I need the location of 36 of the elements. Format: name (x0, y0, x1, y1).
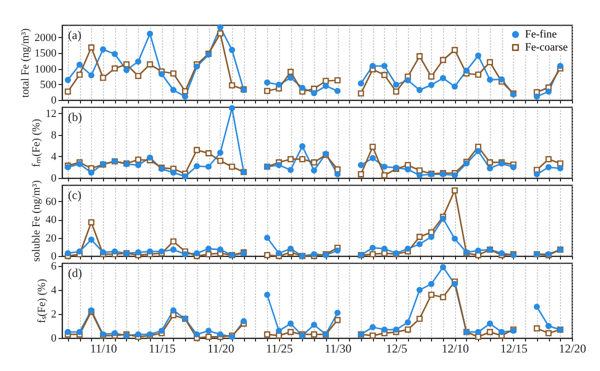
y-tick-label: 40 (46, 214, 57, 226)
x-tick-label: 11/15 (148, 342, 176, 356)
y-tick-label: 4 (51, 284, 57, 296)
y-tick-label: 2000 (34, 32, 57, 44)
x-tick-label: 11/20 (207, 342, 234, 356)
y-axis-title: fₛ(Fe) (%) (36, 278, 48, 324)
x-tick-label: 12/5 (386, 342, 408, 356)
annotation: (b) (68, 110, 82, 124)
y-tick-label: 20 (46, 232, 57, 244)
x-tick-label: 12/15 (500, 342, 528, 356)
x-tick-label: 12/20 (558, 342, 586, 356)
y-tick-label: 1000 (34, 63, 57, 76)
x-tick-label: 11/10 (90, 342, 117, 356)
x-tick-label: 11/25 (266, 342, 293, 356)
y-tick-label: 2 (51, 308, 56, 320)
y-tick-label: 0 (51, 250, 57, 262)
annotation: (c) (68, 188, 82, 202)
y-tick-label: 6 (51, 260, 57, 272)
y-tick-label: 0 (51, 172, 57, 184)
annotation: (a) (68, 28, 82, 42)
y-axis-title: soluble Fe (ng/m³) (30, 180, 42, 262)
y-tick-label: 60 (46, 196, 57, 208)
y-tick-label: 4 (51, 150, 57, 163)
x-tick-label: 11/30 (324, 342, 352, 356)
y-tick-label: 0 (51, 94, 57, 106)
y-axis-title: fₘ(Fe) (%) (30, 118, 42, 168)
y-tick-label: 500 (40, 78, 57, 91)
y-tick-label: 8 (51, 129, 57, 142)
legend-label: Fe-fine (525, 28, 557, 40)
y-tick-label: 0 (51, 332, 57, 344)
x-tick-label: 12/10 (442, 342, 469, 356)
y-axis-title: total Fe (ng/m³) (20, 28, 32, 98)
annotation: (d) (68, 266, 82, 280)
y-tick-label: 1500 (34, 48, 57, 60)
y-tick-label: 12 (46, 108, 56, 120)
legend-label: Fe-coarse (525, 42, 568, 54)
